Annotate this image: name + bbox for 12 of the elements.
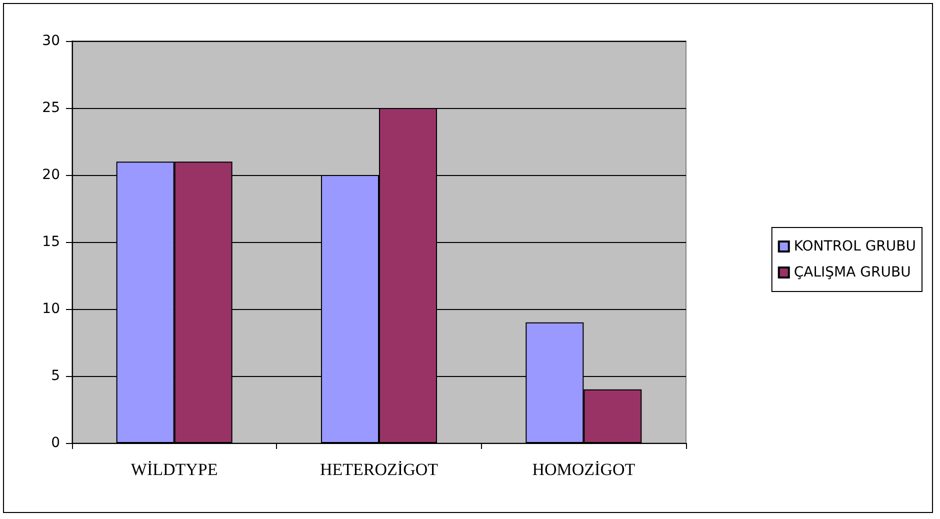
y-tick-label: 30 xyxy=(42,33,60,49)
y-tick-label: 20 xyxy=(42,167,60,183)
y-tick-label: 10 xyxy=(42,301,60,317)
x-tick-label: HOMOZİGOT xyxy=(532,460,636,479)
y-tick-label: 15 xyxy=(42,234,60,250)
x-tick-label: HETEROZİGOT xyxy=(320,460,439,479)
y-tick-label: 25 xyxy=(42,100,60,116)
legend-label: KONTROL GRUBU xyxy=(794,238,916,254)
y-tick-label: 5 xyxy=(51,368,60,384)
legend-label: ÇALIŞMA GRUBU xyxy=(794,264,911,280)
x-tick-label: WİLDTYPE xyxy=(130,460,218,479)
y-tick-label: 0 xyxy=(51,435,60,451)
